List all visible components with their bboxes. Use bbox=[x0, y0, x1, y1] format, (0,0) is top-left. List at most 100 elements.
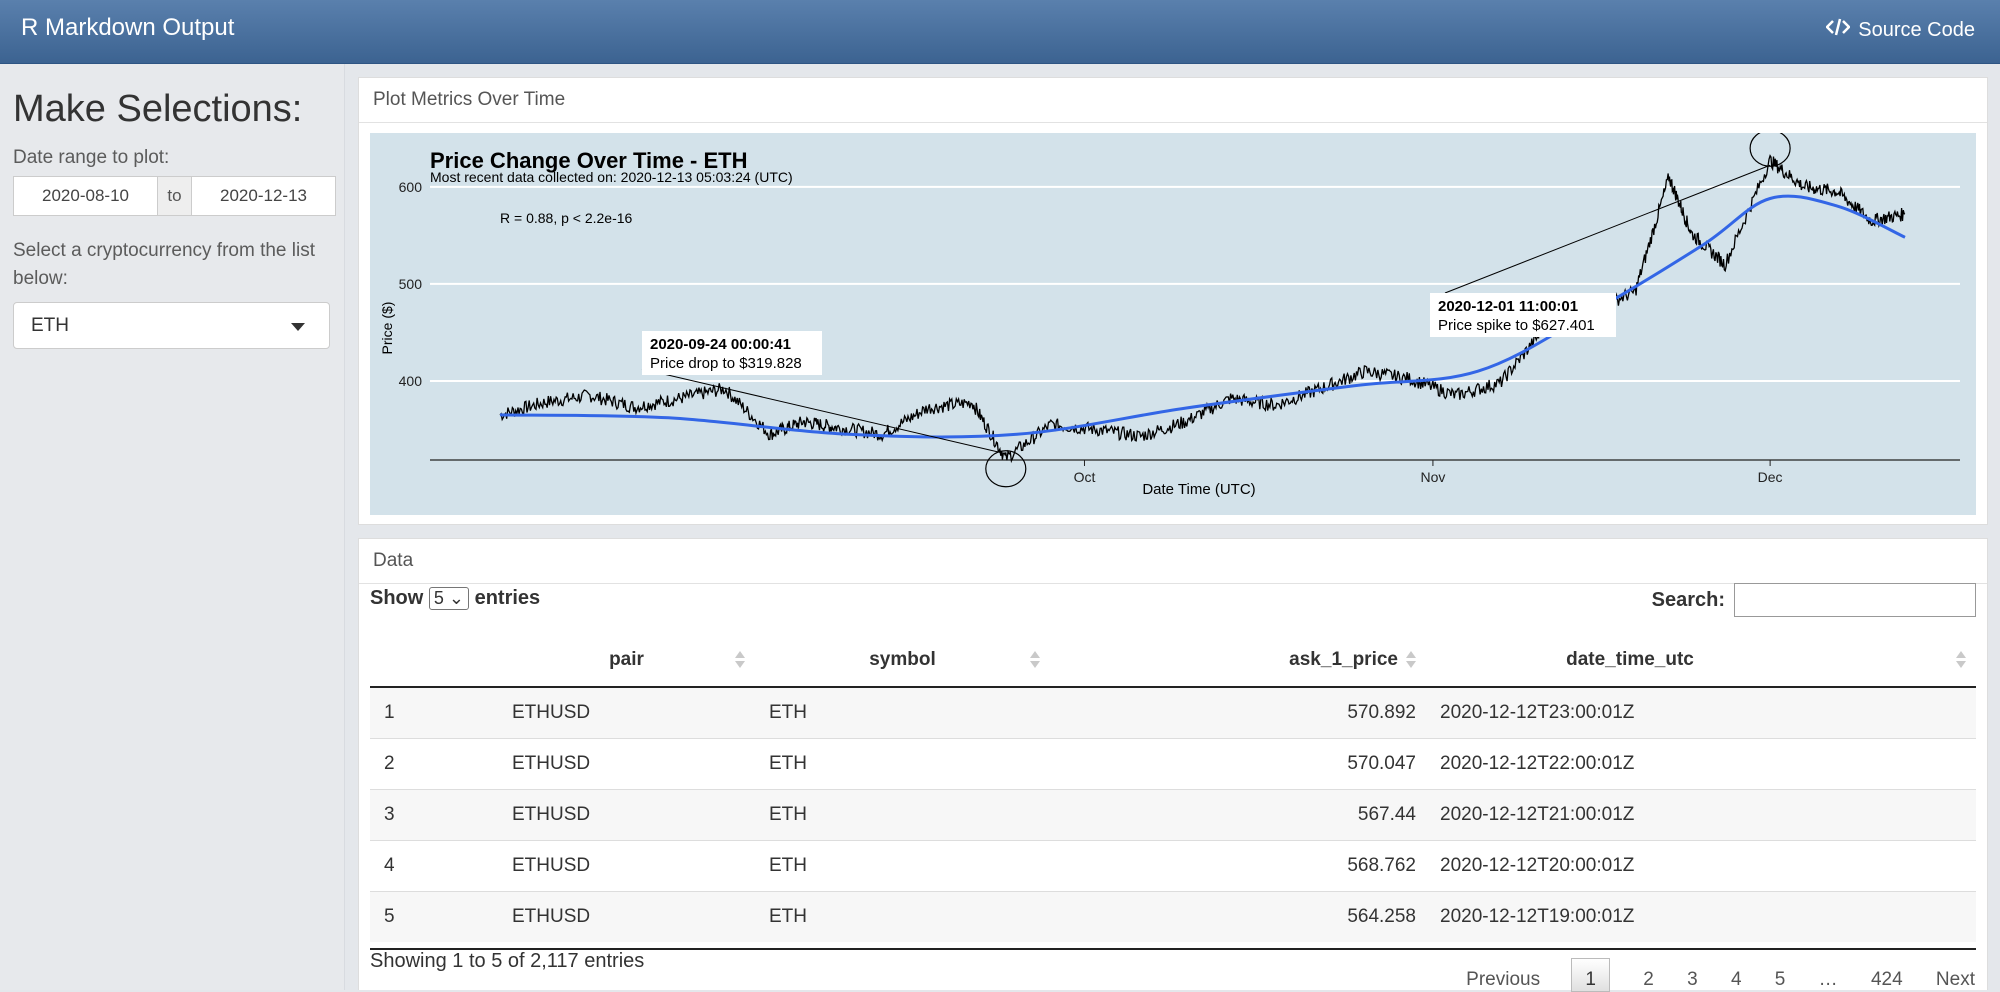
table-row[interactable]: 4 ETHUSD ETH 568.762 2020-12-12T20:00:01… bbox=[370, 840, 1976, 892]
page-length-value: 5 bbox=[433, 588, 444, 608]
cell-date-time: 2020-12-12T20:00:01Z bbox=[1426, 840, 1976, 892]
cell-index: 3 bbox=[370, 789, 498, 841]
show-label: Show bbox=[370, 587, 424, 609]
stat-label: R = 0.88, p < 2.2e-16 bbox=[500, 210, 633, 226]
annotation-circle bbox=[985, 450, 1027, 488]
page-length-control: Show 5 ⌄ entries bbox=[370, 587, 540, 610]
sort-icon bbox=[1956, 651, 1966, 669]
y-tick-label: 500 bbox=[399, 276, 423, 292]
y-tick-label: 600 bbox=[399, 179, 423, 195]
chart-subtitle: Most recent data collected on: 2020-12-1… bbox=[430, 169, 793, 185]
cell-date-time: 2020-12-12T23:00:01Z bbox=[1426, 686, 1976, 739]
table-info: Showing 1 to 5 of 2,117 entries bbox=[370, 950, 645, 972]
chart-title: Price Change Over Time - ETH bbox=[430, 148, 747, 173]
annotation-title: 2020-12-01 11:00:01 bbox=[1438, 298, 1578, 315]
cell-index: 1 bbox=[370, 686, 498, 739]
data-card-header: Data bbox=[359, 539, 1987, 584]
table-row[interactable]: 3 ETHUSD ETH 567.44 2020-12-12T21:00:01Z bbox=[370, 789, 1976, 841]
price-chart: Oct Nov Dec 400 500 600 2020-09-24 00:00:41 P… bbox=[379, 129, 1960, 498]
sort-icon bbox=[1030, 651, 1040, 669]
chart-area: Oct Nov Dec 400 500 600 2020-09-24 00:00:41 P… bbox=[370, 129, 1976, 515]
cell-ask-price: 568.762 bbox=[1050, 840, 1426, 892]
cell-date-time: 2020-12-12T22:00:01Z bbox=[1426, 738, 1976, 790]
crypto-select[interactable]: ETH bbox=[13, 302, 330, 349]
pagination-ellipsis: … bbox=[1818, 969, 1838, 990]
cell-pair: ETHUSD bbox=[498, 891, 755, 942]
cell-pair: ETHUSD bbox=[498, 789, 755, 841]
cell-symbol: ETH bbox=[755, 738, 1050, 790]
table-row[interactable]: 1 ETHUSD ETH 570.892 2020-12-12T23:00:01… bbox=[370, 686, 1976, 739]
column-header-label: date_time_utc bbox=[1566, 649, 1694, 670]
column-header-pair[interactable]: pair bbox=[498, 634, 755, 688]
pagination-next[interactable]: Next bbox=[1935, 969, 1975, 990]
cell-ask-price: 564.258 bbox=[1050, 891, 1426, 942]
table-header-row: pair symbol ask_1_price date_time_utc bbox=[370, 634, 1976, 688]
annotation-label: Price drop to $319.828 bbox=[650, 355, 802, 372]
page-length-select[interactable]: 5 ⌄ bbox=[428, 587, 470, 610]
data-table: pair symbol ask_1_price date_time_utc 1 … bbox=[370, 634, 1976, 942]
annotation-circle bbox=[1749, 129, 1791, 167]
entries-label: entries bbox=[474, 587, 541, 609]
sort-icon bbox=[1406, 651, 1416, 669]
annotation-box bbox=[1430, 293, 1616, 337]
price-series-line bbox=[499, 154, 1906, 464]
source-code-button[interactable]: Source Code bbox=[1825, 18, 1975, 42]
annotation-label: Price spike to $627.401 bbox=[1438, 317, 1595, 334]
pagination-page-1[interactable]: 1 bbox=[1571, 958, 1610, 992]
search-input[interactable] bbox=[1734, 583, 1976, 617]
pagination-page-4[interactable]: 4 bbox=[1730, 969, 1742, 990]
cell-ask-price: 567.44 bbox=[1050, 789, 1426, 841]
cell-ask-price: 570.892 bbox=[1050, 686, 1426, 739]
date-start-input[interactable]: 2020-08-10 bbox=[13, 176, 158, 216]
source-code-label: Source Code bbox=[1858, 18, 1975, 41]
pagination-previous[interactable]: Previous bbox=[1466, 969, 1541, 990]
table-row[interactable]: 5 ETHUSD ETH 564.258 2020-12-12T19:00:01… bbox=[370, 891, 1976, 942]
navbar: R Markdown Output Source Code bbox=[0, 0, 2000, 64]
sidebar: Make Selections: Date range to plot: 202… bbox=[0, 64, 345, 990]
column-header-label: symbol bbox=[869, 649, 936, 670]
cell-pair: ETHUSD bbox=[498, 840, 755, 892]
cell-date-time: 2020-12-12T21:00:01Z bbox=[1426, 789, 1976, 841]
cell-date-time: 2020-12-12T19:00:01Z bbox=[1426, 891, 1976, 942]
cell-index: 5 bbox=[370, 891, 498, 942]
x-axis-label: Date Time (UTC) bbox=[1142, 481, 1255, 498]
cell-symbol: ETH bbox=[755, 789, 1050, 841]
column-header-index[interactable] bbox=[370, 634, 498, 688]
x-tick-label: Nov bbox=[1420, 469, 1445, 485]
app-title: R Markdown Output bbox=[21, 14, 235, 41]
search-label: Search: bbox=[1651, 589, 1725, 611]
column-header-label: ask_1_price bbox=[1289, 649, 1398, 670]
cell-index: 2 bbox=[370, 738, 498, 790]
code-icon bbox=[1825, 18, 1852, 42]
annotation-leader bbox=[641, 368, 1006, 455]
pagination-page-last[interactable]: 424 bbox=[1870, 969, 1903, 990]
annotation-title: 2020-09-24 00:00:41 bbox=[650, 336, 791, 353]
plot-card-header: Plot Metrics Over Time bbox=[359, 78, 1987, 123]
column-header-symbol[interactable]: symbol bbox=[755, 634, 1050, 688]
date-end-input[interactable]: 2020-12-13 bbox=[191, 176, 336, 216]
table-bottom-border bbox=[370, 948, 1976, 950]
cell-ask-price: 570.047 bbox=[1050, 738, 1426, 790]
crypto-select-label: Select a cryptocurrency from the list be… bbox=[13, 240, 315, 289]
data-card: Data Show 5 ⌄ entries Search: pair symbo… bbox=[358, 538, 1988, 992]
column-header-ask-price[interactable]: ask_1_price bbox=[1050, 634, 1426, 688]
cell-symbol: ETH bbox=[755, 840, 1050, 892]
chevron-down-icon bbox=[291, 323, 305, 331]
pagination-page-2[interactable]: 2 bbox=[1643, 969, 1654, 990]
date-range-label: Date range to plot: bbox=[13, 147, 170, 168]
pagination-page-3[interactable]: 3 bbox=[1687, 969, 1698, 990]
annotation-leader bbox=[1444, 164, 1771, 294]
pagination-page-5[interactable]: 5 bbox=[1774, 969, 1786, 990]
column-header-date-time[interactable]: date_time_utc bbox=[1426, 634, 1976, 688]
date-range-separator: to bbox=[158, 176, 191, 216]
sidebar-heading: Make Selections: bbox=[13, 88, 303, 130]
x-tick-label: Oct bbox=[1074, 469, 1096, 485]
y-tick-label: 400 bbox=[399, 373, 423, 389]
cell-index: 4 bbox=[370, 840, 498, 892]
annotation-box bbox=[642, 331, 822, 375]
x-tick-label: Dec bbox=[1758, 469, 1783, 485]
cell-symbol: ETH bbox=[755, 891, 1050, 942]
table-row[interactable]: 2 ETHUSD ETH 570.047 2020-12-12T22:00:01… bbox=[370, 738, 1976, 790]
cell-symbol: ETH bbox=[755, 686, 1050, 739]
cell-pair: ETHUSD bbox=[498, 738, 755, 790]
